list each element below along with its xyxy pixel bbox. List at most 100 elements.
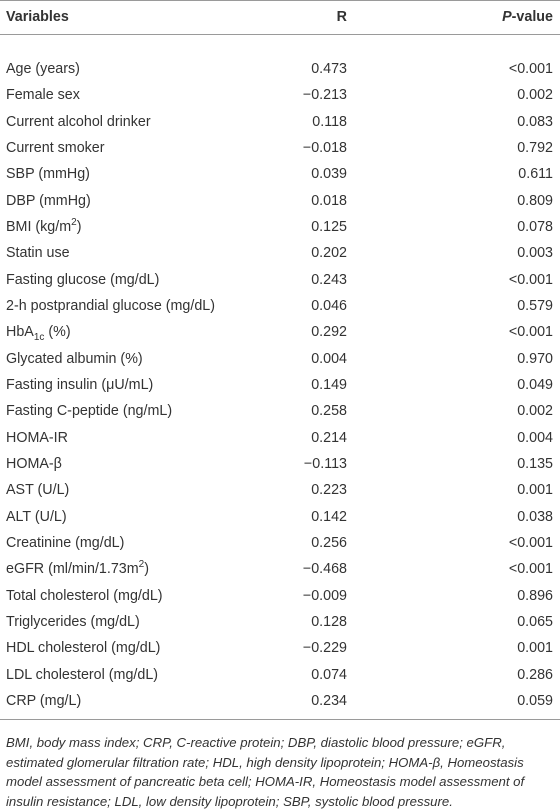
r-cell: 0.149 (311, 376, 347, 393)
r-cell: 0.223 (311, 482, 347, 499)
text-segment: Glycated albumin (%) (6, 350, 143, 367)
p-value-cell: 0.970 (517, 350, 553, 367)
p-value-cell: 0.579 (517, 297, 553, 314)
r-cell: 0.234 (311, 692, 347, 709)
text-segment: Variables (6, 9, 69, 25)
variable-cell: LDL cholesterol (mg/dL) (6, 662, 158, 688)
text-segment: 2 (71, 217, 77, 229)
p-value-cell: 0.002 (517, 87, 553, 104)
p-value-cell: 0.611 (518, 166, 553, 183)
text-segment: Current alcohol drinker (6, 113, 151, 130)
bottom-rule (0, 719, 560, 720)
variable-cell: Current alcohol drinker (6, 109, 151, 135)
variable-cell: Triglycerides (mg/dL) (6, 609, 140, 635)
variable-cell: HbA1c (%) (6, 319, 71, 345)
p-value-cell: 0.004 (517, 429, 553, 446)
variable-cell: Fasting insulin (μU/mL) (6, 372, 153, 398)
p-value-cell: 0.059 (517, 692, 553, 709)
table-row: Fasting glucose (mg/dL) 0.243 <0.001 (0, 267, 560, 293)
p-value-cell: 0.896 (517, 587, 553, 604)
r-cell: 0.258 (311, 403, 347, 420)
r-cell: 0.125 (311, 218, 347, 235)
r-cell: 0.243 (311, 271, 347, 288)
text-segment: Fasting C-peptide (ng/mL) (6, 403, 173, 420)
r-cell: 0.214 (311, 429, 347, 446)
variable-cell: eGFR (ml/min/1.73m2) (6, 556, 149, 582)
variable-cell: Fasting C-peptide (ng/mL) (6, 398, 172, 424)
text-segment: Fasting insulin (μU/mL) (6, 376, 154, 393)
text-segment: eGFR (ml/min/1.73m (6, 561, 139, 578)
text-segment: ) (144, 561, 149, 578)
text-segment: ) (76, 218, 82, 235)
table-row: HOMA-IR 0.214 0.004 (0, 425, 560, 451)
table-row: Age (years) 0.473 <0.001 (0, 56, 560, 82)
table-row: HbA1c (%) 0.292 <0.001 (0, 319, 560, 345)
text-segment: DBP (mmHg) (6, 192, 91, 209)
variable-cell: Fasting glucose (mg/dL) (6, 267, 159, 293)
variable-cell: SBP (mmHg) (6, 161, 90, 187)
table-row: CRP (mg/L) 0.234 0.059 (0, 688, 560, 714)
r-cell: 0.039 (311, 166, 347, 183)
table-row: AST (U/L) 0.223 0.001 (0, 477, 560, 503)
table-row: Statin use 0.202 0.003 (0, 240, 560, 266)
r-cell: 0.128 (311, 613, 347, 630)
table-row: ALT (U/L) 0.142 0.038 (0, 504, 560, 530)
table-row: HDL cholesterol (mg/dL) −0.229 0.001 (0, 635, 560, 661)
text-segment: 2-h postprandial glucose (mg/dL) (6, 297, 216, 314)
r-cell: 0.256 (311, 534, 347, 551)
text-segment: CRP (mg/L) (6, 692, 82, 709)
table-row: eGFR (ml/min/1.73m2) −0.468 <0.001 (0, 556, 560, 582)
text-segment: AST (U/L) (6, 482, 70, 499)
table-row: Total cholesterol (mg/dL) −0.009 0.896 (0, 583, 560, 609)
r-cell: −0.009 (302, 587, 347, 604)
text-segment: Current smoker (6, 139, 105, 156)
table-row: 2-h postprandial glucose (mg/dL) 0.046 0.5… (0, 293, 560, 319)
p-value-cell: 0.002 (517, 403, 553, 420)
p-value-cell: <0.001 (508, 324, 553, 341)
text-segment: Creatinine (mg/dL) (6, 534, 125, 551)
p-value-cell: 0.078 (517, 218, 553, 235)
p-value-cell: 0.065 (517, 613, 553, 630)
p-value-cell: <0.001 (508, 561, 553, 578)
header-rule (0, 34, 560, 35)
r-cell: −0.018 (302, 139, 347, 156)
text-segment: SBP (mmHg) (6, 166, 90, 183)
top-rule (0, 0, 560, 1)
p-value-cell: 0.049 (517, 376, 553, 393)
r-cell: −0.113 (303, 455, 347, 472)
r-cell: 0.202 (311, 245, 347, 262)
text-segment: HbA (6, 324, 34, 341)
r-cell: 0.004 (311, 350, 347, 367)
table-row: Current smoker −0.018 0.792 (0, 135, 560, 161)
variable-cell: Glycated albumin (%) (6, 346, 143, 372)
table-row: Creatinine (mg/dL) 0.256 <0.001 (0, 530, 560, 556)
header-cell: Variables (6, 0, 69, 34)
variable-cell: BMI (kg/m2) (6, 214, 81, 240)
p-value-cell: 0.001 (517, 482, 553, 499)
table-row: BMI (kg/m2) 0.125 0.078 (0, 214, 560, 240)
variable-cell: Female sex (6, 82, 80, 108)
variable-cell: HOMA-β (6, 451, 62, 477)
r-cell: −0.229 (302, 640, 347, 657)
text-segment: Female sex (6, 87, 80, 104)
text-segment: Age (years) (6, 61, 80, 77)
variable-cell: DBP (mmHg) (6, 188, 91, 214)
variable-cell: ALT (U/L) (6, 504, 67, 530)
p-value-cell: <0.001 (508, 271, 553, 288)
p-value-cell: 0.003 (517, 245, 553, 262)
r-cell: −0.213 (302, 87, 347, 104)
p-value-cell: <0.001 (508, 534, 553, 551)
table-row: Fasting insulin (μU/mL) 0.149 0.049 (0, 372, 560, 398)
variable-cell: CRP (mg/L) (6, 688, 81, 714)
table-row: Triglycerides (mg/dL) 0.128 0.065 (0, 609, 560, 635)
table-row: LDL cholesterol (mg/dL) 0.074 0.286 (0, 662, 560, 688)
variable-cell: Current smoker (6, 135, 105, 161)
r-cell: 0.046 (311, 297, 347, 314)
table-row: HOMA-β −0.113 0.135 (0, 451, 560, 477)
r-cell: −0.468 (302, 561, 347, 578)
table-row: Glycated albumin (%) 0.004 0.970 (0, 346, 560, 372)
text-segment: R (336, 9, 347, 25)
p-value-cell: 0.038 (517, 508, 553, 525)
text-segment: ALT (U/L) (6, 508, 67, 525)
